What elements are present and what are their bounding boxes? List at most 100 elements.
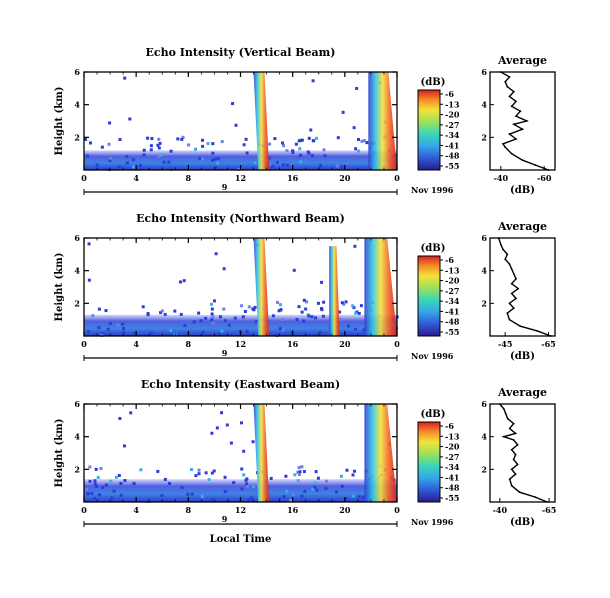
echo-feature: [364, 404, 397, 502]
echo-pixel: [275, 333, 279, 337]
echo-pixel: [210, 498, 214, 502]
echo-pixel: [87, 330, 91, 334]
echo-pixel: [101, 485, 105, 489]
echo-pixel: [217, 332, 221, 336]
echo-pixel: [282, 495, 286, 499]
echo-pixel: [128, 117, 132, 121]
profile-point: [510, 484, 513, 487]
profile-point: [502, 142, 504, 145]
profile-x-tick-label: -45: [498, 339, 512, 349]
echo-pixel: [97, 326, 101, 330]
echo-pixel: [123, 479, 127, 483]
echo-pixel: [204, 471, 208, 475]
echo-pixel: [325, 479, 329, 483]
echo-pixel: [206, 142, 210, 146]
colorbar-tick-label: -55: [445, 161, 459, 171]
echo-pixel: [227, 323, 231, 327]
echo-feature: [253, 238, 270, 336]
echo-pixel: [253, 305, 257, 309]
colorbar-tick-label: -13: [445, 431, 460, 441]
profile-point: [517, 287, 520, 290]
echo-pixel: [85, 154, 89, 158]
echo-pixel: [355, 86, 359, 90]
y-axis-label: Height (km): [54, 253, 65, 322]
echo-pixel: [198, 156, 202, 160]
echo-pixel: [300, 138, 304, 142]
echo-pixel: [241, 315, 245, 319]
echo-pixel: [167, 160, 171, 164]
y-tick-label: 4: [74, 100, 80, 110]
y-tick-label: 6: [74, 233, 80, 243]
colorbar-tick-label: -13: [445, 99, 460, 109]
profile-y-tick-label: 6: [481, 233, 487, 243]
echo-pixel: [243, 309, 247, 313]
echo-pixel: [91, 314, 95, 318]
echo-pixel: [210, 312, 214, 316]
profile-point: [514, 432, 517, 435]
y-axis-label: Height (km): [54, 419, 65, 488]
echo-pixel: [354, 327, 358, 331]
echo-pixel: [341, 110, 345, 114]
echo-pixel: [336, 136, 340, 140]
panel-1: Echo Intensity (Northward Beam)0 4 8 12 16 20…: [54, 212, 556, 362]
x-tick-label: 4: [133, 173, 139, 183]
echo-pixel: [273, 137, 277, 141]
echo-pixel: [306, 150, 310, 154]
echo-pixel: [176, 137, 180, 141]
echo-pixel: [242, 143, 246, 147]
echo-pixel: [146, 313, 150, 317]
profile-point: [510, 448, 513, 451]
echo-pixel: [87, 278, 91, 282]
profile-point: [510, 268, 513, 270]
echo-pixel: [220, 329, 224, 333]
echo-pixel: [93, 497, 97, 501]
echo-pixel: [197, 311, 201, 315]
echo-pixel: [232, 481, 236, 485]
colorbar-tick-label: -48: [445, 483, 460, 493]
echo-pixel: [108, 321, 112, 325]
echo-pixel: [311, 487, 315, 491]
profile-frame: [489, 403, 556, 503]
x-tick-label: 0: [394, 173, 400, 183]
echo-pixel: [222, 307, 226, 311]
x-tick-label: 12: [235, 339, 246, 349]
profile-y-tick-label: 6: [481, 399, 487, 409]
echo-pixel: [281, 163, 285, 167]
echo-pixel: [218, 315, 222, 319]
profile-point: [510, 292, 513, 295]
echo-pixel: [108, 159, 112, 163]
echo-pixel: [275, 160, 279, 164]
echo-pixel: [319, 163, 323, 167]
y-tick-label: 2: [74, 132, 80, 142]
profile-y-tick-label: 4: [481, 100, 487, 110]
echo-pixel: [190, 468, 194, 472]
date-tick-label: 9: [222, 514, 228, 524]
profile-x-label: (dB): [510, 185, 535, 196]
colorbar-tick-label: -55: [445, 493, 459, 503]
echo-pixel: [313, 316, 317, 320]
echo-pixel: [181, 135, 185, 139]
echo-pixel: [311, 139, 315, 143]
echo-pixel: [271, 164, 275, 168]
echo-pixel: [316, 476, 320, 480]
profile-point: [502, 408, 505, 410]
profile-point: [514, 473, 517, 476]
echo-pixel: [239, 421, 243, 425]
echo-pixel: [231, 102, 235, 106]
colorbar-tick-label: -20: [445, 442, 460, 452]
profile-point: [512, 458, 515, 461]
echo-pixel: [297, 472, 301, 476]
echo-pixel: [100, 145, 104, 149]
colorbar-tick-label: -41: [445, 472, 459, 482]
profile-point: [512, 90, 515, 93]
echo-pixel: [201, 330, 205, 334]
colorbar-tick-label: -48: [445, 151, 460, 161]
echo-pixel: [340, 165, 344, 169]
echo-pixel: [318, 330, 322, 334]
profile-x-label: (dB): [510, 351, 535, 362]
echo-pixel: [295, 318, 299, 322]
echo-pixel: [354, 147, 358, 151]
echo-pixel: [352, 126, 356, 130]
profile-point: [504, 80, 507, 83]
